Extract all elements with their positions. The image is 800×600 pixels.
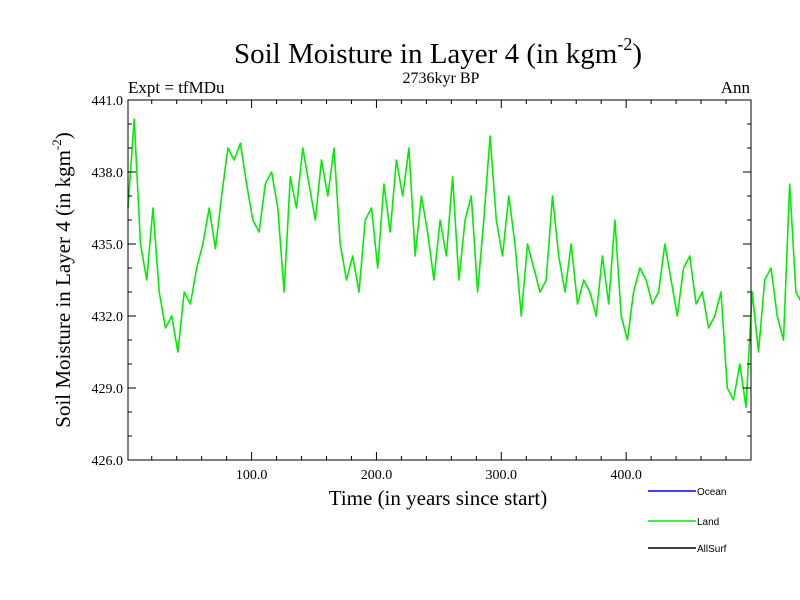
y-axis-label-sup: -2 — [49, 139, 64, 150]
y-tick-label: 432.0 — [92, 310, 124, 325]
y-tick-label: 435.0 — [92, 238, 124, 253]
y-axis-label-close: ) — [51, 132, 75, 139]
y-axis-label: Soil Moisture in Layer 4 (in kgm-2) — [49, 132, 75, 427]
plot-frame — [127, 99, 752, 461]
chart-title: Soil Moisture in Layer 4 (in kgm-2) — [234, 34, 642, 70]
experiment-label: Expt = tfMDu — [128, 78, 225, 97]
y-tick-label: 429.0 — [92, 382, 124, 397]
x-tick-label: 400.0 — [610, 468, 642, 483]
legend: Ocean Land AllSurf — [648, 487, 727, 555]
y-axis-label-main: Soil Moisture in Layer 4 (in kgm — [51, 150, 75, 428]
x-tick-label: 200.0 — [361, 468, 393, 483]
x-tick-label: 300.0 — [486, 468, 518, 483]
y-tick-label: 438.0 — [92, 166, 124, 181]
x-tick-label: 100.0 — [236, 468, 268, 483]
y-tick-label: 441.0 — [92, 94, 124, 109]
chart-title-main: Soil Moisture in Layer 4 (in kgm — [234, 38, 618, 70]
chart-subtitle: 2736kyr BP — [403, 70, 480, 87]
chart-title-close: ) — [632, 38, 642, 70]
season-label: Ann — [721, 78, 751, 97]
legend-label-ocean: Ocean — [697, 487, 726, 498]
legend-label-allsurf: AllSurf — [697, 544, 727, 555]
chart-title-sup: -2 — [617, 34, 632, 54]
x-axis-label: Time (in years since start) — [329, 486, 548, 510]
plot-area: 426.0 429.0 432.0 435.0 438.0 441.0 100.0 200.0… — [92, 94, 800, 483]
legend-label-land: Land — [697, 517, 719, 528]
series-line-land — [127, 118, 800, 409]
y-tick-label: 426.0 — [92, 454, 124, 469]
